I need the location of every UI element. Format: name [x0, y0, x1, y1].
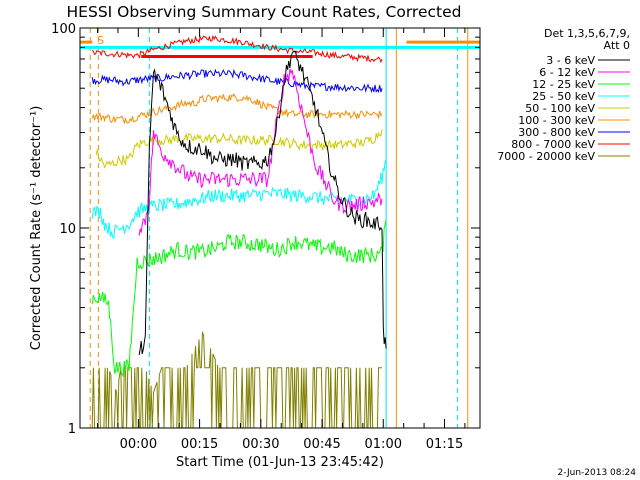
legend-label-3: 25 - 50 keV: [532, 90, 595, 103]
series-line-1: [138, 68, 383, 236]
y-axis: 1 10 100: [51, 22, 480, 437]
legend-label-1: 6 - 12 keV: [539, 66, 595, 79]
vertical-markers: [89, 28, 469, 428]
series-line-8: [91, 330, 382, 429]
legend-label-7: 800 - 7000 keV: [511, 138, 595, 151]
legend-label-5: 100 - 300 keV: [518, 114, 595, 127]
series-line-7: [91, 34, 383, 64]
y-tick-label-0: 1: [68, 422, 76, 437]
reference-lines: [80, 40, 480, 59]
legend-header-2: Att 0: [604, 39, 630, 52]
series-line-2: [91, 219, 387, 378]
legend-label-4: 50 - 100 keV: [525, 102, 595, 115]
series-line-0: [138, 50, 387, 355]
x-axis: 00:00 00:15 00:30 00:45 01:00 01:15: [97, 28, 466, 452]
x-tick-label-0: 00:00: [120, 437, 157, 452]
y-tick-label-2: 100: [51, 22, 76, 37]
x-axis-label: Start Time (01-Jun-13 23:45:42): [176, 455, 384, 470]
x-tick-label-3: 00:45: [303, 437, 340, 452]
y-axis-label: Corrected Count Rate (s⁻¹ detector⁻¹): [29, 106, 44, 351]
series-lines: [91, 34, 387, 429]
marker-label: S: [97, 34, 104, 47]
y-tick-label-1: 10: [59, 222, 76, 237]
legend-label-0: 3 - 6 keV: [546, 54, 595, 67]
x-tick-label-1: 00:15: [181, 437, 218, 452]
series-line-5: [91, 92, 383, 125]
legend-label-6: 300 - 800 keV: [518, 126, 595, 139]
series-line-3: [91, 159, 387, 240]
legend-label-8: 7000 - 20000 keV: [497, 150, 595, 163]
chart-title: HESSI Observing Summary Count Rates, Cor…: [67, 3, 462, 21]
legend-label-2: 12 - 25 keV: [532, 78, 595, 91]
x-tick-label-4: 01:00: [365, 437, 402, 452]
legend-header-1: Det 1,3,5,6,7,9,: [544, 27, 630, 40]
footer-date: 2-Jun-2013 08:24: [558, 468, 637, 478]
series-line-4: [95, 129, 383, 169]
x-tick-label-5: 01:15: [426, 437, 463, 452]
series-line-6: [91, 68, 383, 94]
x-tick-label-2: 00:30: [242, 437, 279, 452]
